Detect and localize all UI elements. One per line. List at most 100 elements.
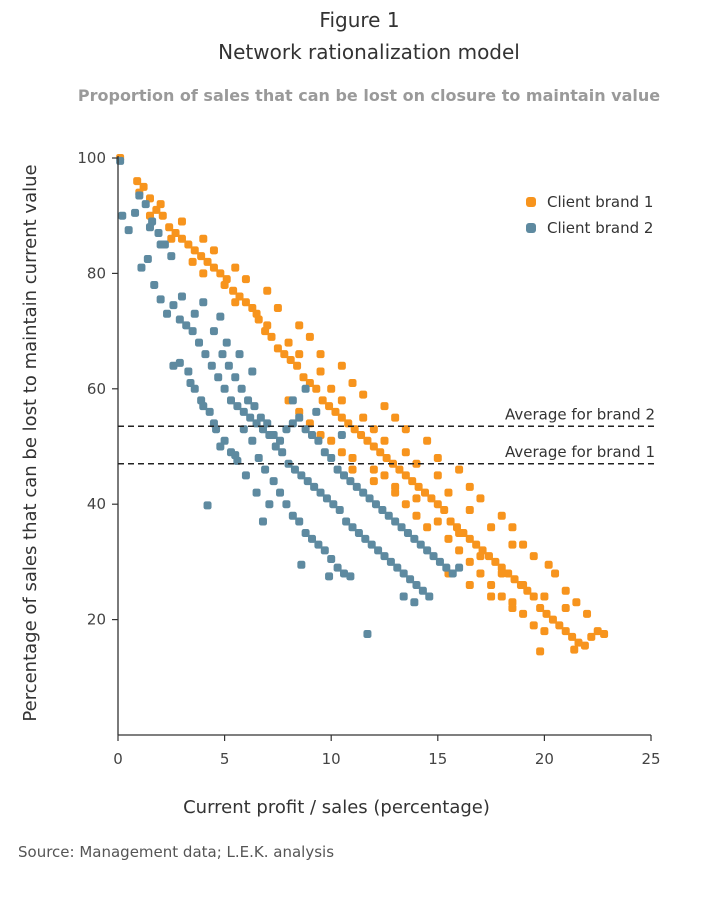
data-point-brand-1 — [570, 645, 579, 654]
data-point-brand-1 — [412, 459, 421, 468]
x-axis-label: Current profit / sales (percentage) — [183, 797, 490, 818]
data-point-brand-1 — [220, 280, 229, 289]
data-point-brand-1 — [555, 621, 564, 630]
data-point-brand-2 — [156, 295, 165, 304]
data-point-brand-2 — [237, 384, 246, 393]
data-point-brand-2 — [346, 477, 355, 486]
data-point-brand-2 — [301, 529, 310, 538]
data-point-brand-1 — [327, 436, 336, 445]
data-point-brand-2 — [303, 477, 312, 486]
data-point-brand-1 — [133, 177, 142, 186]
data-point-brand-2 — [359, 488, 368, 497]
data-point-brand-1 — [423, 523, 432, 532]
data-point-brand-2 — [199, 402, 208, 411]
data-point-brand-1 — [369, 477, 378, 486]
data-point-brand-1 — [540, 627, 549, 636]
data-point-brand-2 — [325, 572, 334, 581]
data-point-brand-2 — [246, 413, 255, 422]
data-point-brand-1 — [444, 488, 453, 497]
data-point-brand-2 — [416, 540, 425, 549]
data-point-brand-2 — [263, 419, 272, 428]
data-point-brand-2 — [378, 505, 387, 514]
data-point-brand-1 — [476, 569, 485, 578]
data-point-brand-2 — [429, 552, 438, 561]
data-point-brand-1 — [561, 604, 570, 613]
data-point-brand-2 — [265, 500, 274, 509]
data-point-brand-1 — [380, 402, 389, 411]
data-point-brand-2 — [231, 373, 240, 382]
data-point-brand-1 — [165, 223, 174, 232]
data-point-brand-1 — [344, 419, 353, 428]
data-point-brand-1 — [472, 540, 481, 549]
data-point-brand-1 — [363, 436, 372, 445]
data-point-brand-2 — [412, 580, 421, 589]
data-point-brand-2 — [169, 301, 178, 310]
data-point-brand-2 — [201, 350, 210, 359]
data-point-brand-1 — [316, 367, 325, 376]
data-point-brand-1 — [312, 384, 321, 393]
data-point-brand-2 — [310, 482, 319, 491]
data-point-brand-2 — [333, 563, 342, 572]
data-point-brand-2 — [425, 592, 434, 601]
data-point-brand-1 — [465, 482, 474, 491]
data-point-brand-2 — [190, 384, 199, 393]
data-point-brand-2 — [290, 465, 299, 474]
data-point-brand-1 — [359, 390, 368, 399]
data-point-brand-2 — [195, 338, 204, 347]
x-tick-label: 5 — [220, 750, 230, 768]
data-point-brand-2 — [241, 471, 250, 480]
data-point-brand-2 — [393, 563, 402, 572]
data-point-brand-2 — [322, 494, 331, 503]
data-point-brand-2 — [218, 350, 227, 359]
average-line-label: Average for brand 1 — [505, 443, 655, 461]
data-point-brand-1 — [504, 569, 513, 578]
data-point-brand-2 — [250, 402, 259, 411]
data-point-brand-1 — [574, 638, 583, 647]
x-tick-label: 10 — [322, 750, 341, 768]
data-point-brand-1 — [337, 396, 346, 405]
data-point-brand-1 — [231, 263, 240, 272]
data-point-brand-1 — [510, 575, 519, 584]
data-point-brand-2 — [327, 555, 336, 564]
data-point-brand-2 — [248, 436, 257, 445]
data-point-brand-1 — [487, 523, 496, 532]
data-point-brand-1 — [263, 321, 272, 330]
data-point-brand-2 — [308, 534, 317, 543]
data-point-brand-2 — [406, 575, 415, 584]
data-point-brand-1 — [593, 627, 602, 636]
data-point-brand-2 — [199, 298, 208, 307]
data-point-brand-1 — [295, 321, 304, 330]
data-point-brand-2 — [339, 569, 348, 578]
data-point-brand-2 — [339, 471, 348, 480]
data-point-brand-2 — [297, 471, 306, 480]
data-point-brand-1 — [414, 482, 423, 491]
data-point-brand-2 — [329, 500, 338, 509]
data-point-brand-1 — [337, 361, 346, 370]
data-point-brand-2 — [145, 223, 154, 232]
data-point-brand-1 — [423, 436, 432, 445]
data-point-brand-2 — [288, 511, 297, 520]
data-point-brand-2 — [231, 451, 240, 460]
data-point-brand-1 — [529, 552, 538, 561]
data-point-brand-2 — [363, 630, 372, 639]
data-point-brand-1 — [433, 517, 442, 526]
data-point-brand-1 — [348, 465, 357, 474]
data-point-brand-2 — [222, 338, 231, 347]
data-point-brand-2 — [141, 200, 150, 209]
data-point-brand-2 — [205, 407, 214, 416]
data-point-brand-1 — [433, 471, 442, 480]
data-point-brand-1 — [529, 621, 538, 630]
data-point-brand-2 — [239, 407, 248, 416]
data-point-brand-2 — [239, 425, 248, 434]
data-point-brand-1 — [252, 309, 261, 318]
data-point-brand-1 — [401, 425, 410, 434]
data-point-brand-2 — [143, 254, 152, 263]
data-point-brand-1 — [325, 402, 334, 411]
data-point-brand-1 — [497, 569, 506, 578]
data-point-brand-2 — [455, 563, 464, 572]
data-point-brand-1 — [455, 465, 464, 474]
data-point-brand-1 — [497, 592, 506, 601]
data-point-brand-2 — [154, 229, 163, 238]
data-point-brand-1 — [540, 592, 549, 601]
